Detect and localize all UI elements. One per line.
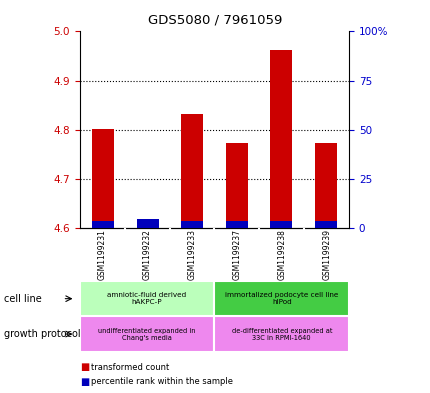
Bar [270, 221, 292, 228]
Bar [80, 316, 214, 352]
Bar [214, 281, 348, 316]
Bar [270, 50, 292, 228]
Text: ■: ■ [80, 377, 89, 387]
Text: percentile rank within the sample: percentile rank within the sample [90, 378, 232, 386]
Bar [214, 316, 348, 352]
Bar [136, 219, 158, 228]
Bar [314, 143, 336, 228]
Text: GSM1199239: GSM1199239 [321, 229, 330, 280]
Text: GSM1199233: GSM1199233 [187, 229, 196, 280]
Bar [181, 114, 203, 228]
Text: GSM1199232: GSM1199232 [142, 229, 151, 280]
Text: GDS5080 / 7961059: GDS5080 / 7961059 [148, 14, 282, 27]
Text: undifferentiated expanded in
Chang's media: undifferentiated expanded in Chang's med… [98, 327, 195, 341]
Text: GSM1199231: GSM1199231 [98, 229, 107, 280]
Text: ■: ■ [80, 362, 89, 373]
Bar [225, 221, 247, 228]
Bar [92, 221, 114, 228]
Text: de-differentiated expanded at
33C in RPMI-1640: de-differentiated expanded at 33C in RPM… [231, 327, 331, 341]
Bar [136, 220, 158, 228]
Bar [225, 143, 247, 228]
Text: cell line: cell line [4, 294, 42, 304]
Text: GSM1199237: GSM1199237 [232, 229, 241, 280]
Bar [92, 129, 114, 228]
Text: immortalized podocyte cell line
hIPod: immortalized podocyte cell line hIPod [224, 292, 338, 305]
Bar [80, 281, 214, 316]
Text: amniotic-fluid derived
hAKPC-P: amniotic-fluid derived hAKPC-P [107, 292, 186, 305]
Text: GSM1199238: GSM1199238 [276, 229, 286, 280]
Bar [181, 221, 203, 228]
Text: transformed count: transformed count [90, 363, 169, 372]
Bar [314, 221, 336, 228]
Text: growth protocol: growth protocol [4, 329, 81, 339]
